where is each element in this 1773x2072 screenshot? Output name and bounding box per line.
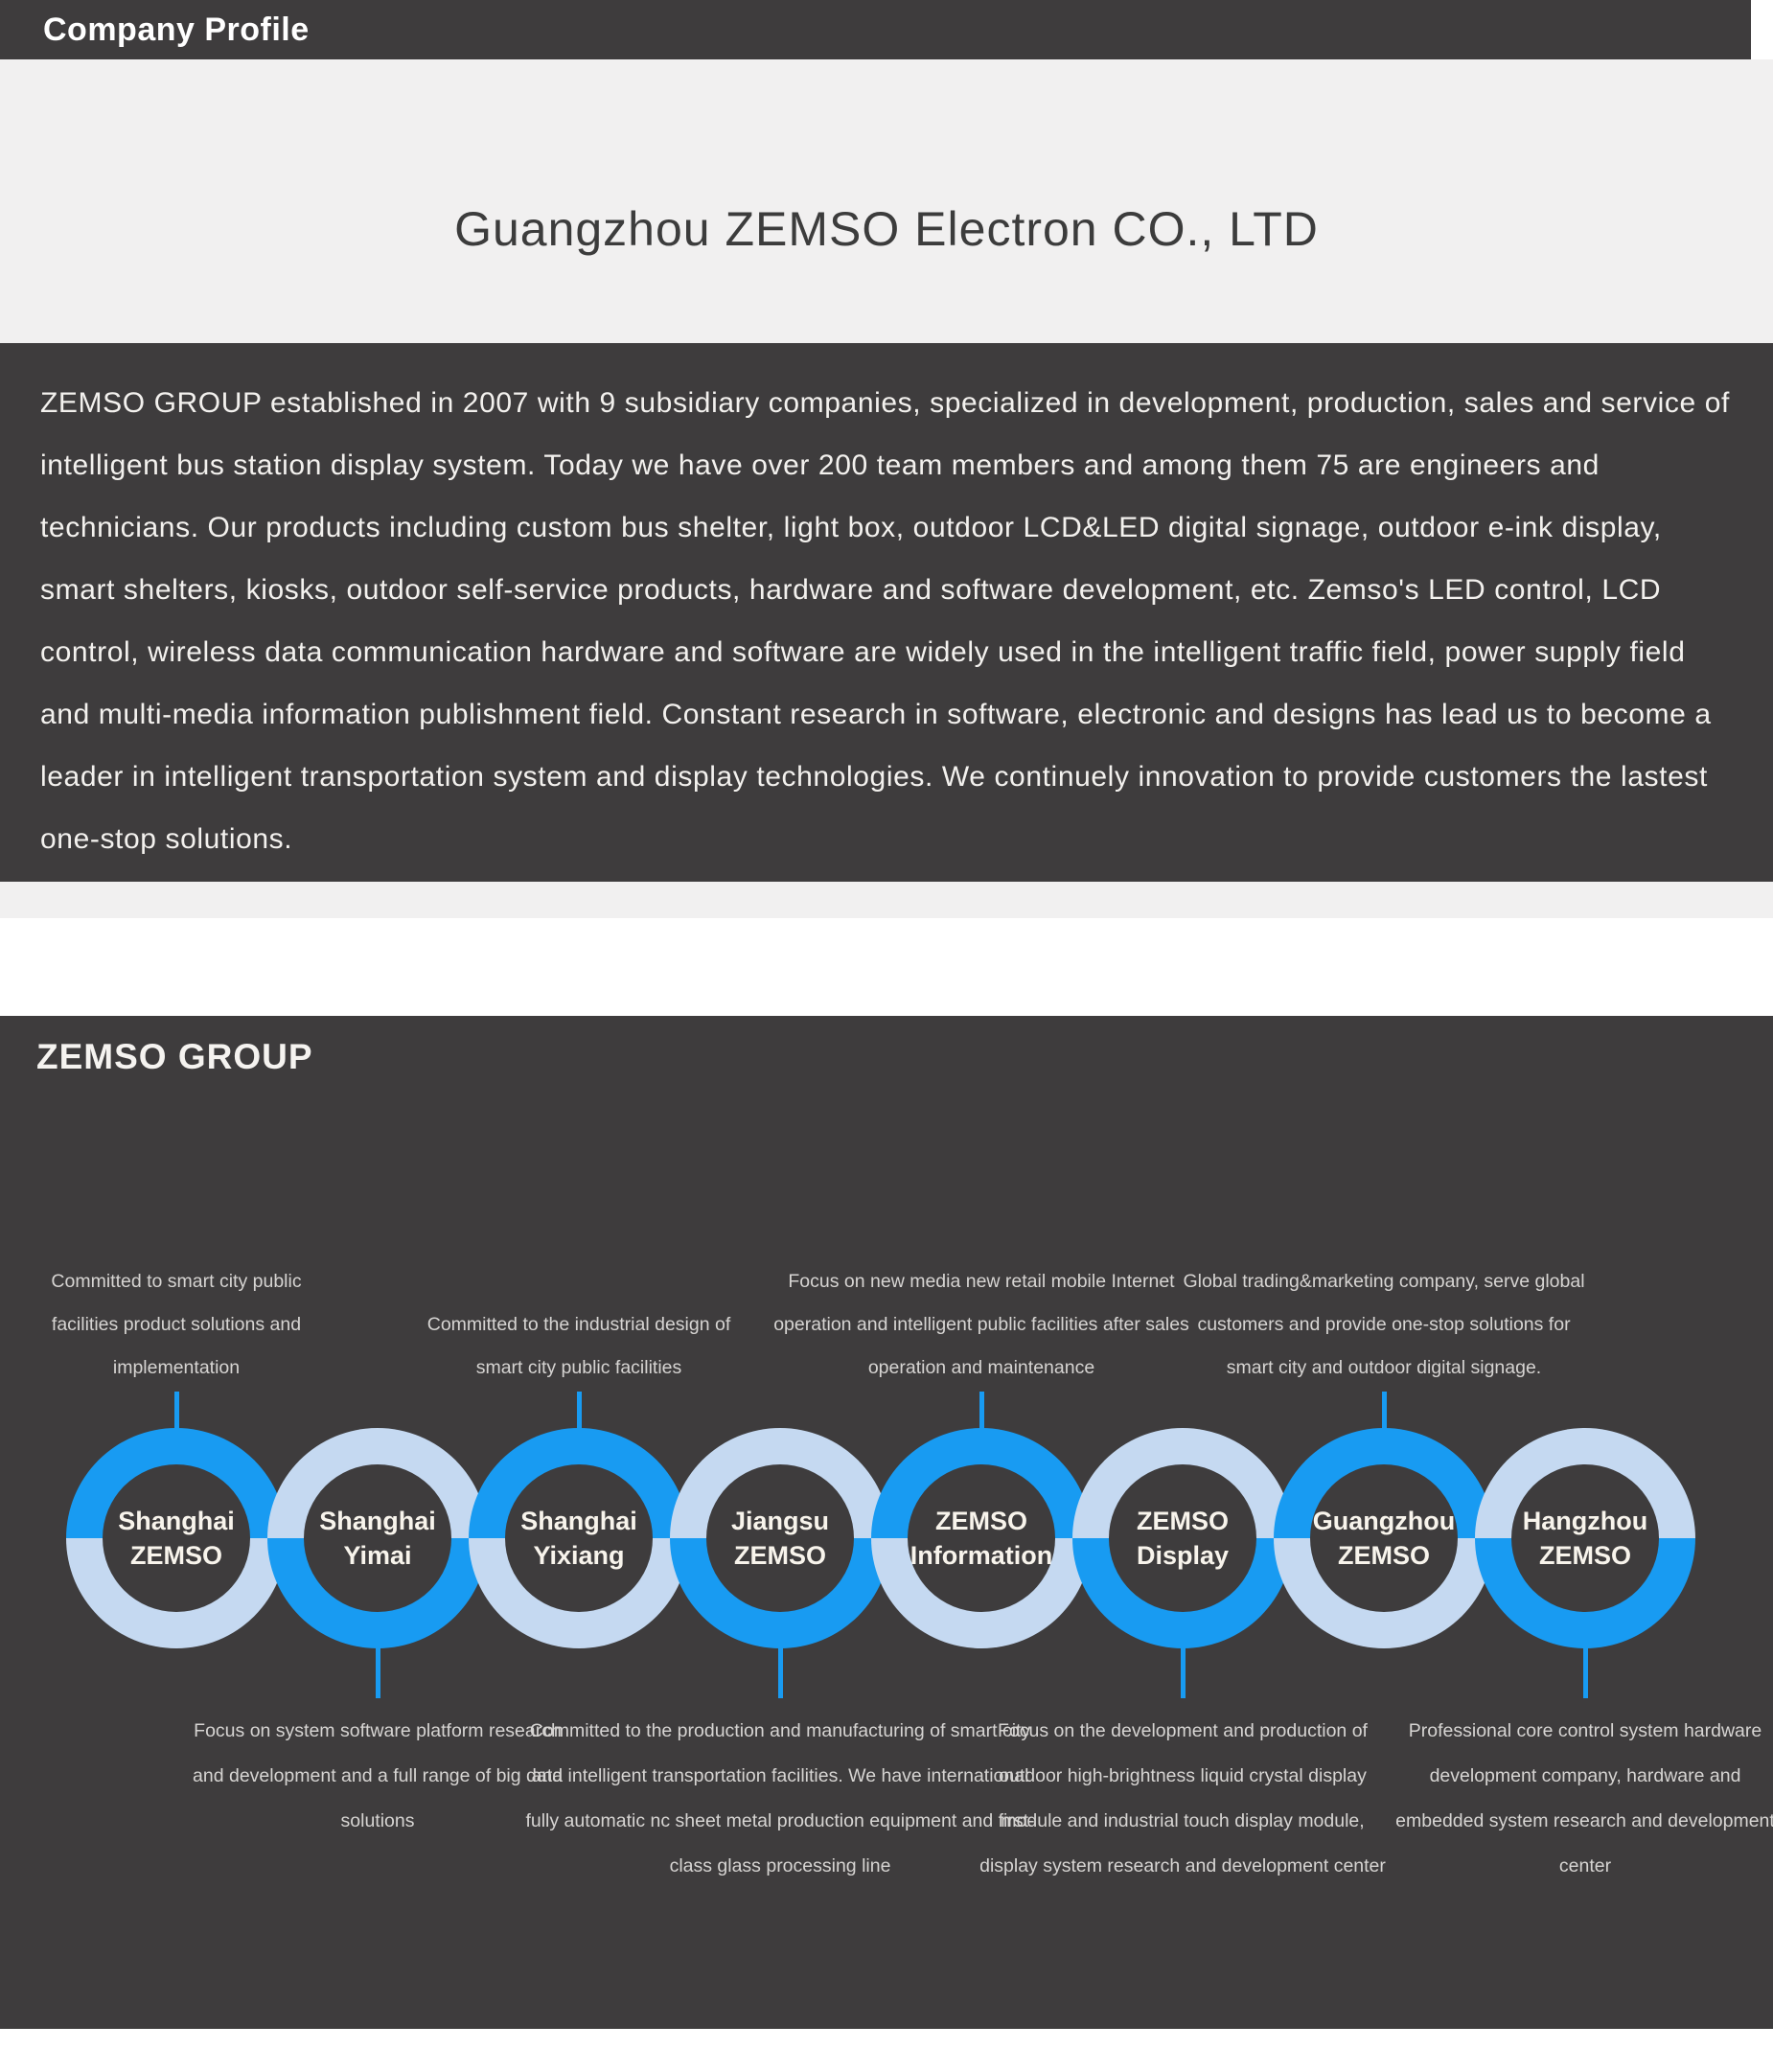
company-description: Focus on the development and production … [979,1720,1386,1876]
group-section: ZEMSO GROUP Shanghai ZEMSO Committed to sm… [0,1016,1773,2029]
top-bar: Company Profile [0,0,1751,59]
page-title: Company Profile [43,12,310,48]
connector-line [376,1645,380,1698]
company-name: Shanghai Yixiang [520,1507,637,1570]
company-ring-center: ZEMSO Information [908,1464,1055,1612]
company-description: Committed to the production and manufact… [525,1720,1035,1876]
company-name: Hangzhou ZEMSO [1522,1507,1648,1570]
connector-line [1583,1645,1588,1698]
about-paragraph: ZEMSO GROUP established in 2007 with 9 s… [40,387,1730,855]
subsidiaries-diagram: Shanghai ZEMSO Committed to smart city pub… [0,1016,1773,2029]
company-description: Focus on new media new retail mobile Int… [773,1271,1189,1378]
company-name: Guangzhou ZEMSO [1312,1507,1456,1570]
company-ring-center: Shanghai Yimai [304,1464,451,1612]
company-description: Focus on system software platform resear… [193,1720,563,1831]
company-name-title: Guangzhou ZEMSO Electron CO., LTD [454,202,1319,256]
company-name: Shanghai ZEMSO [118,1507,235,1570]
company-description: Professional core control system hardwar… [1395,1720,1773,1876]
company-name: ZEMSO Display [1136,1507,1230,1570]
company-name: ZEMSO Information [910,1507,1053,1570]
connector-line [1181,1645,1186,1698]
connector-line [778,1645,783,1698]
company-ring-center: ZEMSO Display [1109,1464,1256,1612]
company-ring: Shanghai Yimai [267,1428,488,1648]
company-ring: Shanghai Yixiang [469,1428,689,1648]
company-description: Committed to the industrial design of sm… [426,1314,731,1378]
group-heading: ZEMSO GROUP [36,1037,313,1076]
connector-line [577,1392,582,1432]
company-ring: Guangzhou ZEMSO [1274,1428,1494,1648]
company-ring-center: Shanghai ZEMSO [103,1464,250,1612]
company-description: Global trading&marketing company, serve … [1183,1271,1585,1378]
company-ring-center: Hangzhou ZEMSO [1511,1464,1659,1612]
company-name: Shanghai Yimai [319,1507,436,1570]
company-ring: ZEMSO Display [1072,1428,1293,1648]
company-ring-center: Jiangsu ZEMSO [706,1464,854,1612]
company-ring: ZEMSO Information [871,1428,1092,1648]
company-ring: Hangzhou ZEMSO [1475,1428,1695,1648]
about-section: ZEMSO GROUP established in 2007 with 9 s… [0,343,1773,882]
company-ring: Jiangsu ZEMSO [670,1428,890,1648]
company-ring-center: Shanghai Yixiang [505,1464,653,1612]
company-ring-center: Guangzhou ZEMSO [1310,1464,1458,1612]
company-ring: Shanghai ZEMSO [66,1428,287,1648]
divider-strip [0,882,1773,918]
connector-line [979,1392,984,1432]
connector-line [174,1392,179,1432]
company-name: Jiangsu ZEMSO [730,1507,830,1570]
hero-section: Guangzhou ZEMSO Electron CO., LTD [0,59,1773,343]
connector-line [1382,1392,1387,1432]
company-description: Committed to smart city public facilitie… [51,1271,302,1378]
